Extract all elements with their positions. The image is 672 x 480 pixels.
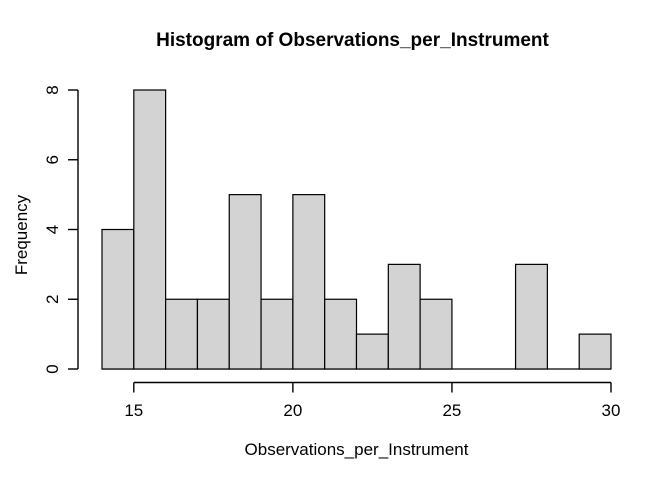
y-tick-label: 8	[43, 85, 62, 94]
x-tick-label: 20	[283, 401, 302, 420]
histogram-bar	[292, 194, 326, 370]
histogram-bar	[165, 298, 199, 370]
chart-title: Histogram of Observations_per_Instrument	[156, 30, 549, 51]
histogram-bar	[196, 298, 230, 370]
y-tick-label: 0	[43, 364, 62, 373]
histogram-bar	[260, 298, 294, 370]
histogram-bar	[324, 298, 358, 370]
histogram-bar	[578, 333, 612, 370]
y-tick-label: 6	[43, 155, 62, 164]
y-tick-label: 2	[43, 295, 62, 304]
y-tick-label: 4	[43, 225, 62, 234]
x-tick-label: 15	[124, 401, 143, 420]
histogram-bar	[419, 298, 453, 370]
histogram-bar	[355, 333, 389, 370]
histogram-bar	[133, 89, 167, 370]
histogram-bar	[387, 263, 421, 370]
x-tick-label: 25	[442, 401, 461, 420]
x-axis-title: Observations_per_Instrument	[244, 440, 469, 459]
y-axis-title: Frequency	[12, 194, 31, 276]
histogram-bar	[101, 228, 135, 370]
histogram-bar	[514, 263, 548, 370]
histogram-bar	[228, 194, 262, 370]
x-tick-label: 30	[602, 401, 621, 420]
